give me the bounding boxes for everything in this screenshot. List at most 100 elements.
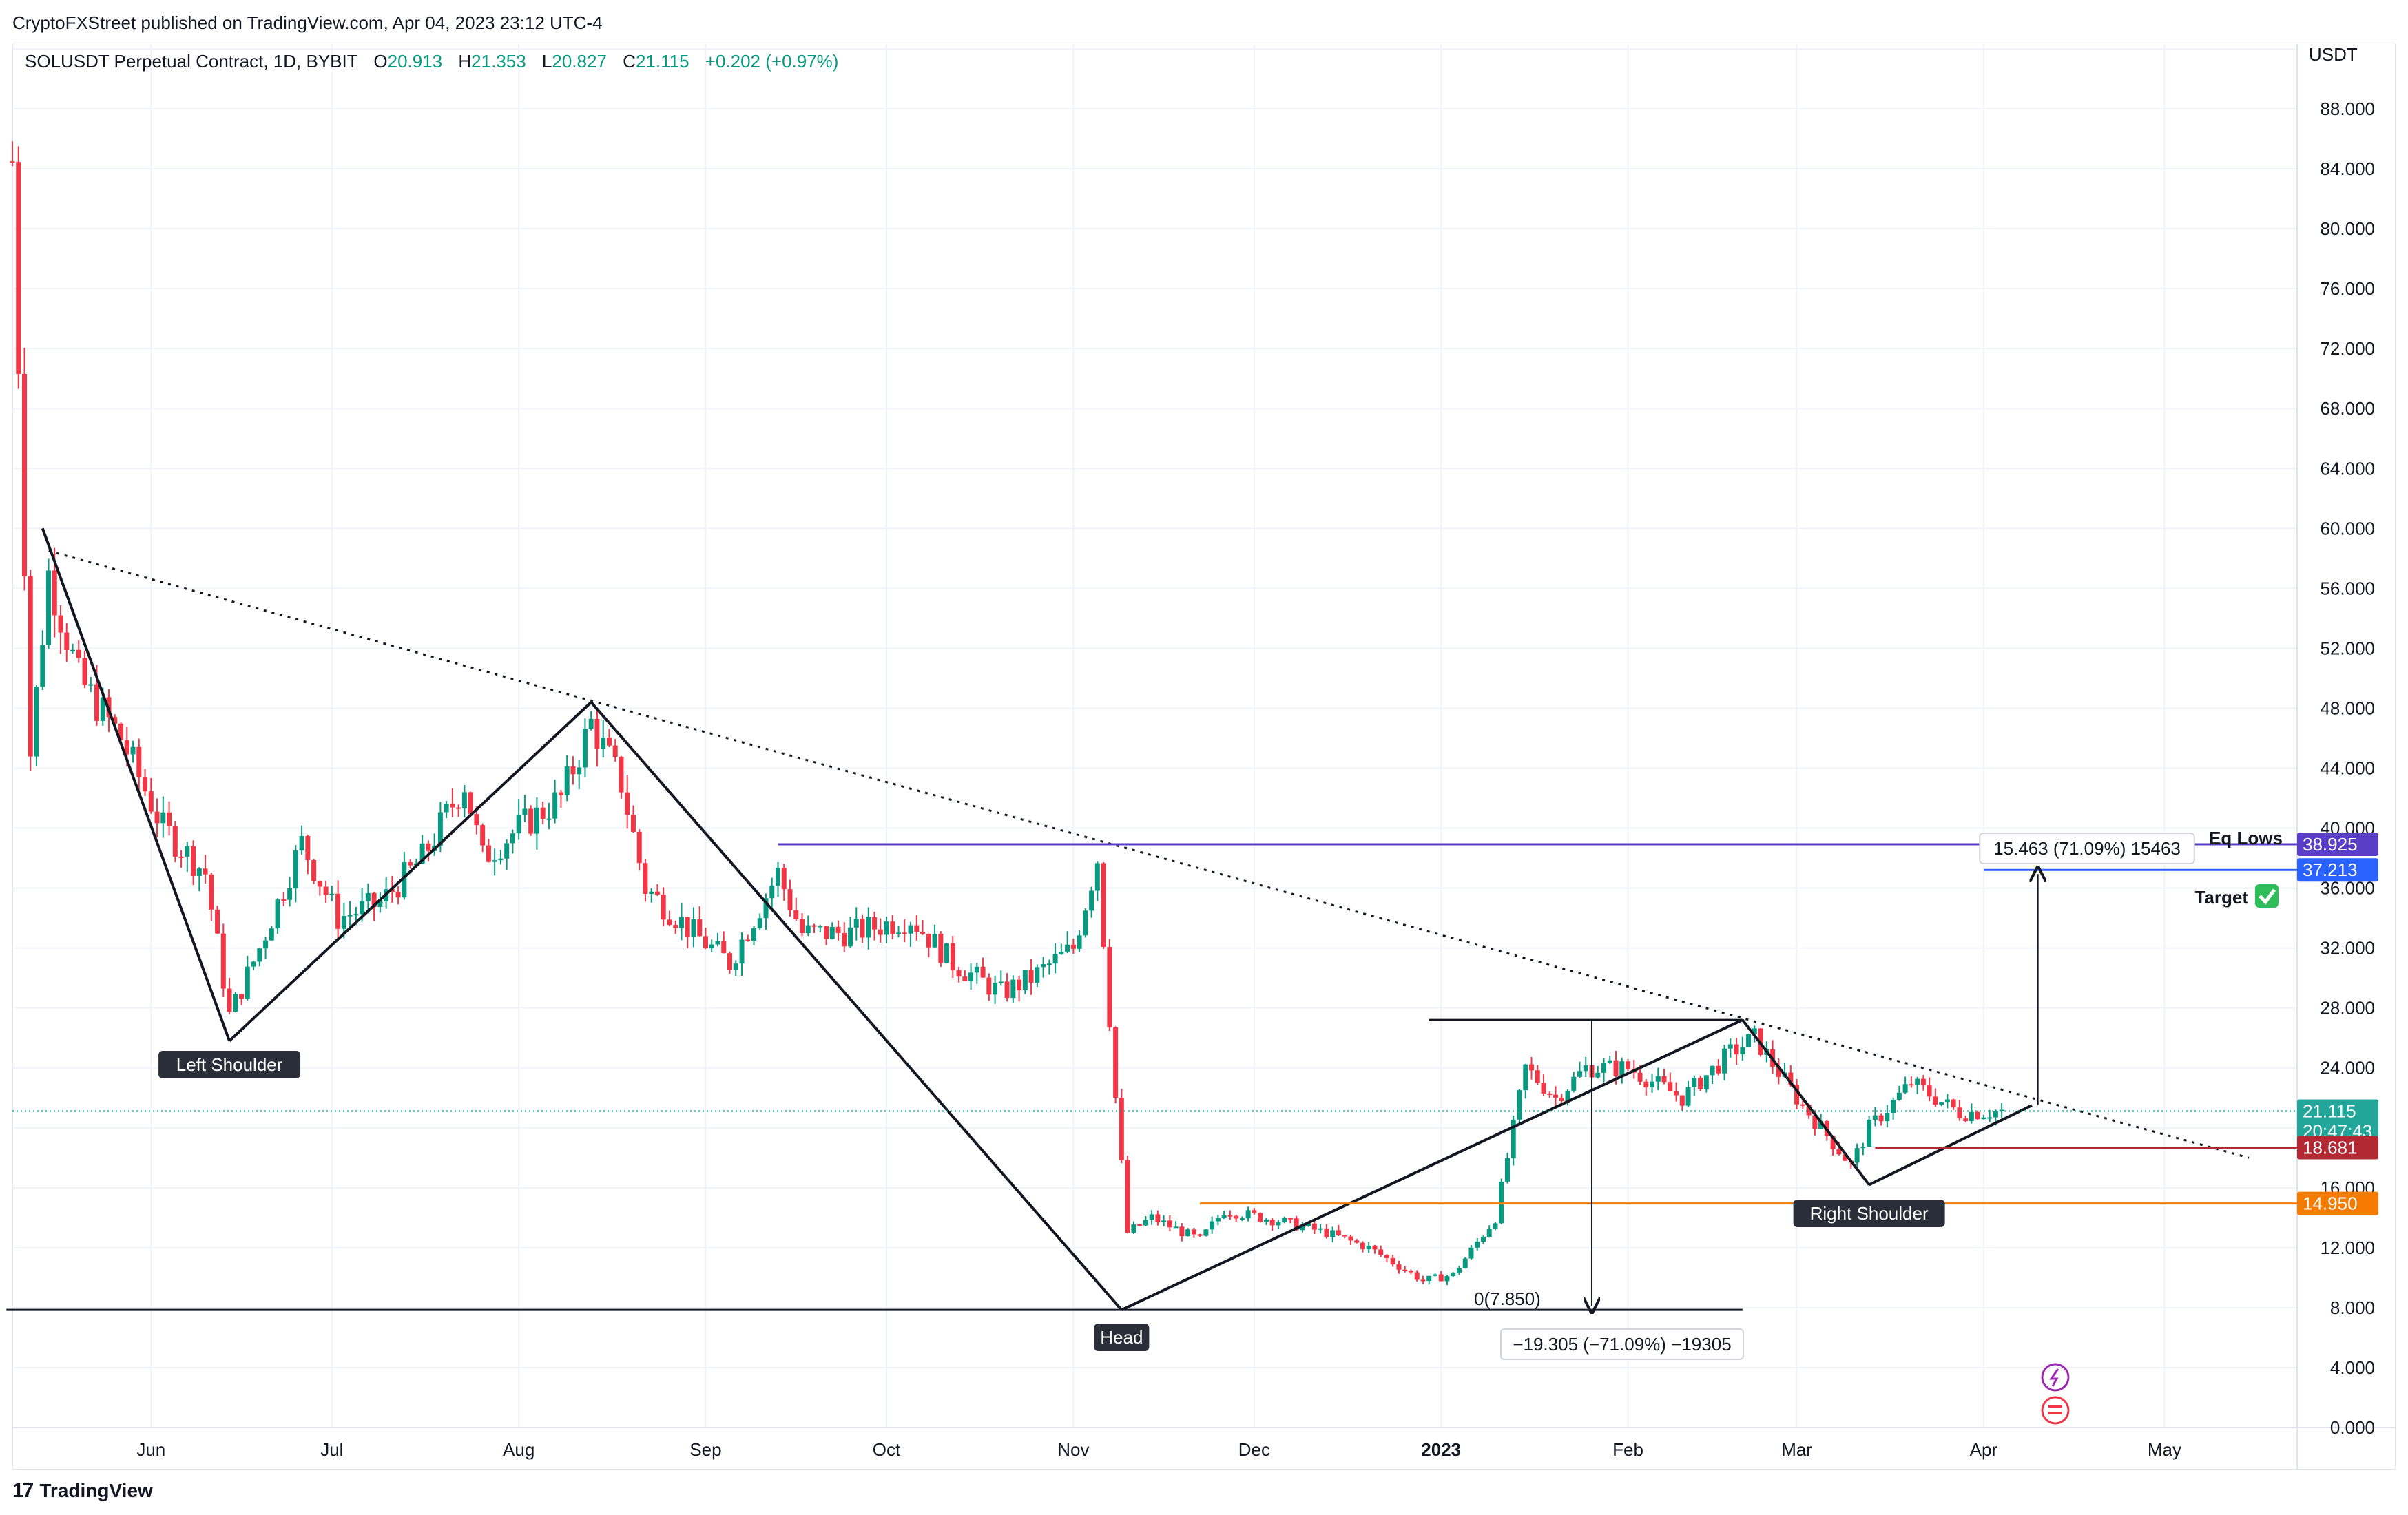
candle-body [1263,1220,1269,1222]
candle-body [763,898,769,919]
candle-body [10,161,15,163]
candle-body [360,901,365,915]
candle-body [800,919,805,934]
candle-body [1661,1076,1667,1083]
candle-body [112,717,118,724]
candle-body [1366,1245,1371,1250]
candle-body [1915,1078,1920,1085]
candle-body [540,807,546,819]
candle-body [866,917,871,938]
candle-body [1017,979,1022,990]
candle-body [1480,1237,1486,1242]
candle-body [1607,1060,1612,1063]
candle-body [1203,1229,1209,1236]
candle-body [233,994,238,1012]
candle-body [1149,1214,1154,1220]
footer-brand[interactable]: 17 TradingView [12,1479,153,1503]
candle-body [1655,1076,1661,1082]
high-value: 21.353 [471,51,526,72]
candle-body [1294,1218,1299,1231]
candle-body [1740,1047,1745,1055]
candle-body [1812,1115,1818,1129]
y-tick-label: 88.000 [2320,98,2375,119]
candle-body [1830,1136,1836,1149]
candle-body [178,856,184,858]
candle-body [1794,1085,1800,1105]
check-icon-mark [2259,888,2276,905]
candle-body [1969,1111,1974,1122]
candle-body [962,976,968,981]
open-label: O [373,51,388,72]
candle-body [281,899,287,901]
candle-body [395,892,401,898]
head-label: Head [1100,1327,1143,1348]
candle-body [172,826,178,857]
candle-body [1939,1102,1944,1105]
candle-body [1402,1269,1408,1271]
candle-body [1806,1104,1812,1116]
candle-body [16,162,21,374]
candle-body [1674,1091,1679,1096]
price-tag-last-bg [2297,1099,2378,1142]
candle-body [829,926,835,939]
candle-body [1523,1064,1528,1091]
candle-body [1089,890,1094,911]
candle-body [191,846,196,876]
y-tick-label: 44.000 [2320,758,2375,779]
candle-body [220,933,226,989]
candle-body [1221,1215,1227,1218]
candle-body [950,943,955,970]
candle-body [510,833,515,844]
candle-body [1378,1249,1384,1255]
candle-body [1909,1084,1914,1086]
close-value: 21.115 [635,51,689,72]
candle-body [341,916,346,929]
candle-body [474,814,479,826]
candle-body [1511,1119,1516,1158]
y-tick-label: 76.000 [2320,278,2375,299]
us-flag-event-icon [2041,1396,2070,1425]
price-tag-target: 37.213 [2303,859,2358,880]
y-tick-label: 64.000 [2320,458,2375,479]
candle-body [1161,1220,1167,1222]
candle-body [776,868,781,886]
candle-body [293,850,298,888]
candle-body [1083,910,1088,936]
price-tag-breakout-bg [2297,1191,2378,1215]
candle-series [10,141,2004,1286]
candle-body [661,894,666,920]
candle-body [1703,1075,1709,1089]
candle-body [630,815,636,832]
y-tick-label: 52.000 [2320,638,2375,658]
candle-body [1650,1081,1655,1087]
candle-body [263,940,269,949]
candle-body [691,919,696,937]
pattern-zigzag-line [228,701,592,1043]
candle-body [878,929,883,935]
candle-body [781,868,787,890]
candle-body [1173,1226,1179,1229]
candle-body [848,927,853,947]
candle-body [612,745,618,758]
y-tick-label: 72.000 [2320,338,2375,359]
candle-body [1179,1226,1185,1237]
candle-body [998,981,1004,983]
candle-body [1679,1095,1685,1106]
candle-body [1137,1224,1143,1226]
candle-body [673,925,678,928]
fib-zero-label: 0(7.850) [1474,1288,1541,1309]
candle-body [546,818,552,820]
candle-body [287,888,293,900]
candle-body [1451,1272,1456,1277]
pattern-zigzag-line [590,701,1123,1311]
candle-body [1993,1111,1998,1118]
candle-body [353,914,359,916]
candle-body [329,893,335,895]
candle-body [130,746,136,755]
candle-body [1547,1093,1553,1095]
candle-body [1836,1149,1842,1155]
candle-body [636,831,642,864]
candle-body [577,767,582,775]
y-tick-label: 0.000 [2330,1417,2375,1438]
